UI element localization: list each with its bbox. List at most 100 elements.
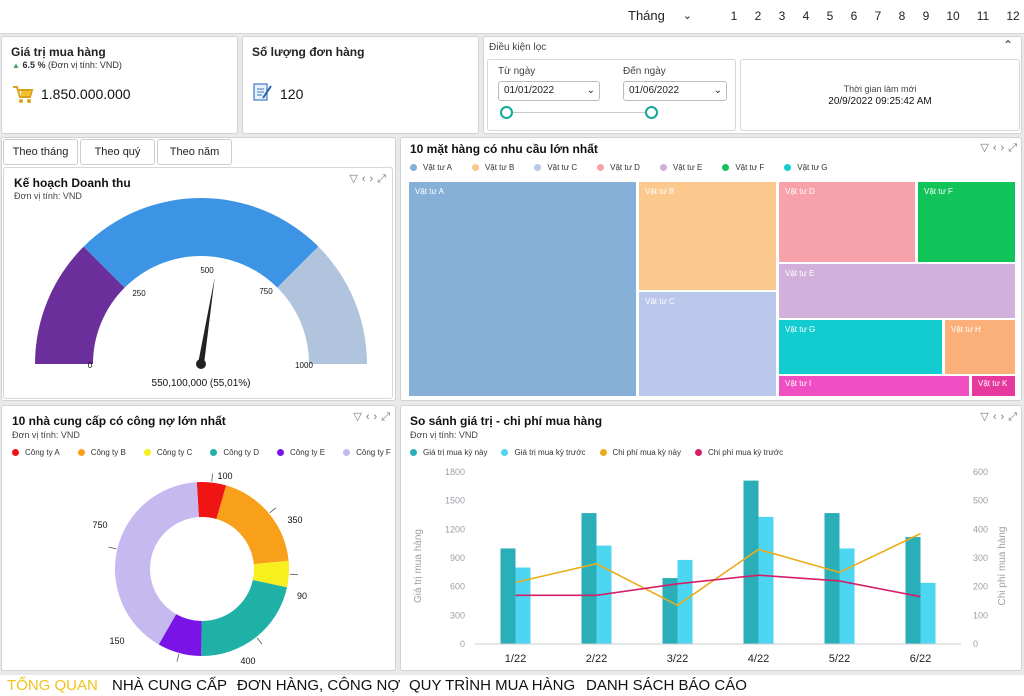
chevron-right-icon[interactable]: › [373, 411, 382, 423]
treemap-tile[interactable]: Vật tư I [779, 376, 969, 396]
legend-item[interactable]: Chi phí mua kỳ trước [695, 448, 783, 457]
month-11[interactable]: 11 [976, 9, 990, 23]
legend-item[interactable]: Công ty D [210, 448, 259, 457]
gauge-title: Kế hoạch Doanh thu [14, 176, 131, 190]
legend-label: Vật tư D [610, 163, 640, 172]
donut-data-label: 150 [109, 636, 124, 646]
filter-icon[interactable]: ▽ [980, 142, 993, 154]
from-date-select[interactable]: 01/01/2022 ⌄ [498, 81, 600, 101]
chevron-right-icon[interactable]: › [1000, 142, 1009, 154]
chevron-up-icon[interactable]: ⌃ [1002, 38, 1013, 52]
bar[interactable] [824, 513, 840, 644]
gauge-needle-hub [196, 359, 206, 369]
nav-purchase-process[interactable]: QUY TRÌNH MUA HÀNG [409, 677, 576, 694]
month-8[interactable]: 8 [898, 9, 906, 23]
treemap-tile[interactable]: Vật tư A [409, 182, 636, 396]
tab-monthly[interactable]: Theo tháng [3, 139, 78, 165]
donut-slice[interactable] [201, 580, 288, 656]
month-9[interactable]: 9 [922, 9, 930, 23]
treemap-tile[interactable]: Vật tư D [779, 182, 915, 262]
legend-item[interactable]: Giá trị mua kỳ trước [501, 448, 586, 457]
month-2[interactable]: 2 [754, 9, 762, 23]
month-6[interactable]: 6 [850, 9, 858, 23]
bar[interactable] [515, 567, 531, 644]
treemap-tile[interactable]: Vật tư H [945, 320, 1015, 374]
series-line[interactable] [515, 532, 921, 607]
range-slider-start-handle[interactable] [500, 106, 513, 119]
nav-report-list[interactable]: DANH SÁCH BÁO CÁO [586, 677, 747, 694]
legend-item[interactable]: Giá trị mua kỳ này [410, 448, 487, 457]
legend-item[interactable]: Vật tư B [471, 163, 514, 172]
donut-slice[interactable] [196, 482, 227, 520]
bar[interactable] [920, 582, 936, 644]
legend-item[interactable]: Công ty E [276, 448, 325, 457]
donut-slice[interactable] [252, 560, 289, 588]
filter-icon[interactable]: ▽ [349, 173, 362, 185]
treemap-tile[interactable]: Vật tư E [779, 264, 1015, 318]
month-10[interactable]: 10 [946, 9, 960, 23]
expand-icon[interactable]: ⤢ [1008, 142, 1021, 154]
legend-item[interactable]: Chi phí mua kỳ này [599, 448, 681, 457]
bar[interactable] [662, 578, 678, 644]
chevron-left-icon[interactable]: ‹ [361, 173, 370, 185]
month-1[interactable]: 1 [730, 9, 738, 23]
y-axis-right-label: Chi phí mua hàng [997, 527, 1008, 606]
bar[interactable] [905, 536, 921, 644]
chevron-left-icon[interactable]: ‹ [992, 411, 1001, 423]
legend-item[interactable]: Vật tư F [722, 163, 764, 172]
month-3[interactable]: 3 [778, 9, 786, 23]
tab-yearly[interactable]: Theo năm [157, 139, 232, 165]
nav-orders-debts[interactable]: ĐƠN HÀNG, CÔNG NỢ [237, 677, 401, 694]
tab-quarterly[interactable]: Theo quý [80, 139, 155, 165]
to-date-select[interactable]: 01/06/2022 ⌄ [623, 81, 727, 101]
treemap-tile[interactable]: Vật tư C [639, 292, 776, 396]
combo-unit: Đơn vị tính: VND [410, 430, 478, 440]
donut-unit: Đơn vị tính: VND [12, 430, 80, 440]
bar[interactable] [500, 548, 516, 644]
gauge-chart: 0 250 500 750 1000 550,100,000 (55,01%) [35, 198, 367, 389]
donut-slice[interactable] [216, 485, 289, 565]
month-7[interactable]: 7 [874, 9, 882, 23]
range-slider-end-handle[interactable] [645, 106, 658, 119]
chevron-right-icon[interactable]: › [1000, 411, 1009, 423]
legend-item[interactable]: Vật tư E [659, 163, 702, 172]
bar[interactable] [839, 548, 855, 644]
gauge-band-2 [277, 246, 367, 364]
legend-item[interactable]: Công ty B [77, 448, 126, 457]
treemap-tile[interactable]: Vật tư B [639, 182, 776, 290]
bar[interactable] [743, 480, 759, 644]
legend-label: Công ty B [90, 448, 126, 457]
expand-icon[interactable]: ⤢ [381, 411, 394, 423]
bar[interactable] [677, 559, 693, 644]
filter-icon[interactable]: ▽ [980, 411, 993, 423]
chevron-left-icon[interactable]: ‹ [365, 411, 374, 423]
legend-item[interactable]: Công ty C [143, 448, 192, 457]
month-12[interactable]: 12 [1006, 9, 1020, 23]
month-4[interactable]: 4 [802, 9, 810, 23]
legend-item[interactable]: Vật tư D [597, 163, 640, 172]
bar[interactable] [758, 516, 774, 644]
nav-suppliers[interactable]: NHÀ CUNG CẤP [112, 677, 228, 694]
expand-icon[interactable]: ⤢ [377, 173, 390, 185]
filter-icon[interactable]: ▽ [353, 411, 366, 423]
bar[interactable] [581, 513, 597, 644]
treemap-tile[interactable]: Vật tư K [972, 376, 1015, 396]
period-select[interactable]: Tháng ⌄ [628, 8, 694, 26]
nav-overview[interactable]: TỔNG QUAN [7, 677, 98, 694]
legend-item[interactable]: Công ty A [12, 448, 60, 457]
donut-label-leader [108, 546, 117, 550]
donut-slice[interactable] [158, 614, 202, 656]
treemap-tile[interactable]: Vật tư F [918, 182, 1015, 262]
chevron-left-icon[interactable]: ‹ [992, 142, 1001, 154]
legend-item[interactable]: Công ty F [343, 448, 391, 457]
series-line[interactable] [515, 574, 921, 598]
expand-icon[interactable]: ⤢ [1008, 411, 1021, 423]
donut-slice[interactable] [114, 482, 199, 645]
legend-item[interactable]: Vật tư A [410, 163, 452, 172]
refresh-box: Thời gian làm mới 20/9/2022 09:25:42 AM [740, 59, 1020, 131]
month-5[interactable]: 5 [826, 9, 834, 23]
legend-item[interactable]: Vật tư C [534, 163, 577, 172]
legend-item[interactable]: Vật tư G [784, 163, 828, 172]
treemap-tile[interactable]: Vật tư G [779, 320, 942, 374]
chevron-right-icon[interactable]: › [369, 173, 378, 185]
